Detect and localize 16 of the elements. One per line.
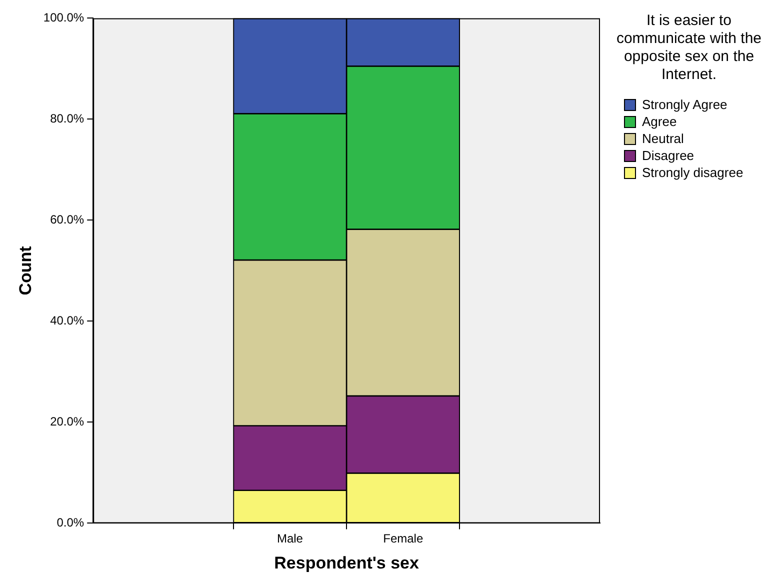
- y-axis-title: Count: [16, 246, 35, 296]
- y-tick-label: 60.0%: [50, 212, 84, 227]
- y-tick-label: 40.0%: [50, 314, 84, 328]
- y-tick-label: 0.0%: [56, 516, 84, 530]
- y-tick-label: 80.0%: [50, 112, 84, 126]
- x-axis-title: Respondent's sex: [274, 553, 420, 572]
- legend-label: Strongly disagree: [642, 165, 744, 180]
- legend-label: Disagree: [642, 148, 694, 163]
- y-tick-label: 20.0%: [50, 414, 84, 429]
- legend-label: Neutral: [642, 131, 684, 146]
- legend-title: It is easier to communicate with the opposite sex on the Internet.: [615, 12, 763, 84]
- legend-label: Strongly Agree: [642, 97, 728, 112]
- x-tick-label: Male: [276, 532, 304, 546]
- y-tick-label: 100.0%: [43, 10, 84, 25]
- legend-label: Agree: [642, 114, 677, 129]
- x-tick-label: Female: [383, 532, 424, 546]
